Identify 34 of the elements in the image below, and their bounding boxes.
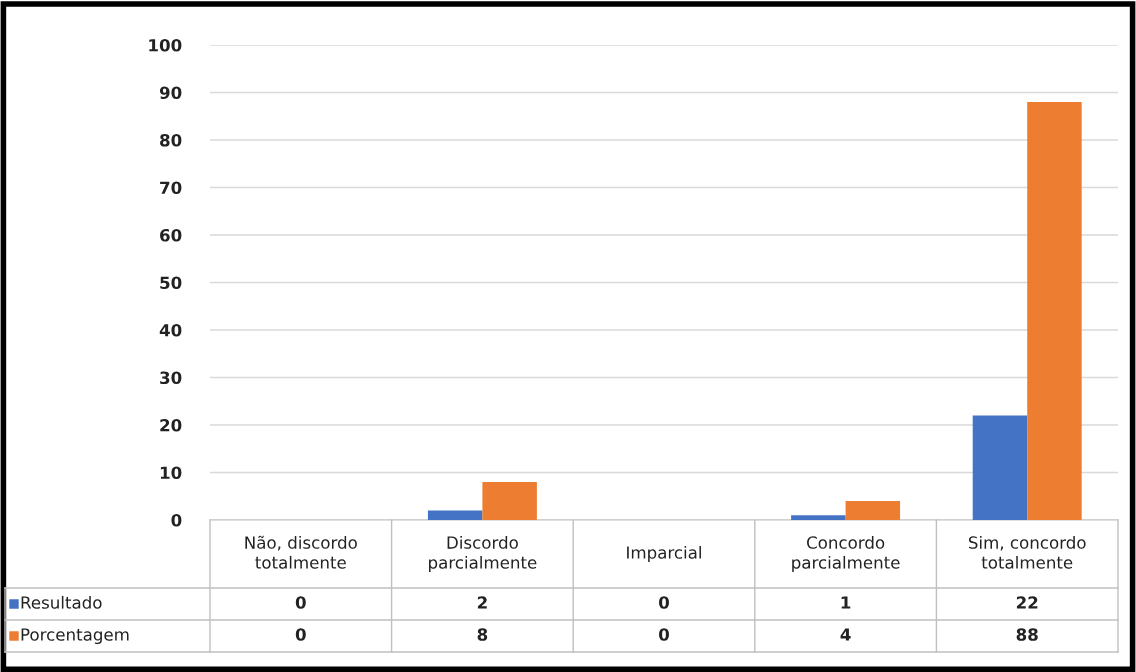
x-tick-label: Discordo parcialmente <box>429 535 537 573</box>
data-label: 2 <box>477 596 487 609</box>
x-tick-label: Sim, concordo totalmente <box>968 535 1086 569</box>
x-tick-label: Concordo parcialmente <box>792 535 900 573</box>
y-tick-label: 20 <box>160 418 182 432</box>
data-label: 0 <box>659 596 669 609</box>
legend-label: Resultado <box>21 595 102 609</box>
bar <box>972 415 1028 520</box>
data-label: 0 <box>295 596 306 609</box>
data-label: 22 <box>1016 596 1038 609</box>
data-label: 88 <box>1016 628 1038 641</box>
y-tick-label: 80 <box>160 133 182 147</box>
y-tick-label: 50 <box>160 276 182 290</box>
bar <box>791 515 846 520</box>
y-tick-label: 0 <box>171 513 182 527</box>
x-tick-label: Não, discordo totalmente <box>245 535 357 569</box>
y-tick-label: 10 <box>160 466 182 480</box>
bar <box>427 510 483 520</box>
bar <box>845 501 901 520</box>
data-label: 0 <box>295 628 306 641</box>
y-tick-label: 40 <box>159 323 182 337</box>
y-tick-label: 100 <box>149 38 182 52</box>
bar <box>1027 102 1082 520</box>
legend-label: Porcentagem <box>21 628 129 645</box>
y-tick-label: 30 <box>160 371 182 385</box>
data-label: 8 <box>477 628 488 641</box>
y-tick-label: 70 <box>160 181 182 195</box>
data-label: 4 <box>840 628 851 641</box>
y-tick-label: 60 <box>160 228 182 242</box>
data-label: 0 <box>659 628 669 641</box>
bar <box>482 482 537 520</box>
data-label: 1 <box>841 596 851 609</box>
y-tick-label: 90 <box>159 86 182 100</box>
x-tick-label: Imparcial <box>627 545 701 563</box>
